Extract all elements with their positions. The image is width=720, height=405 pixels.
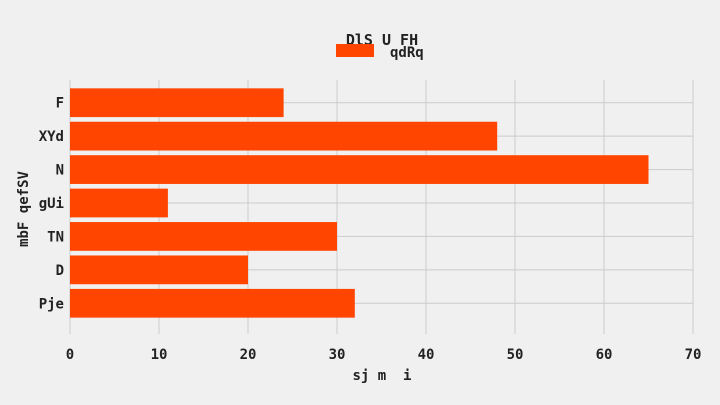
- bars: [70, 88, 649, 318]
- x-tick-label: 40: [418, 347, 435, 363]
- legend: qdRq: [336, 44, 424, 61]
- legend-swatch: [336, 44, 374, 57]
- legend-label: qdRq: [390, 45, 424, 61]
- x-tick-label: 70: [685, 347, 702, 363]
- y-tick-label: N: [56, 163, 64, 179]
- x-tick-label: 60: [596, 347, 613, 363]
- y-tick-label: gUi: [39, 196, 64, 212]
- x-tick-label: 10: [151, 347, 168, 363]
- bar-F: [70, 88, 284, 118]
- x-tick-label: 20: [240, 347, 257, 363]
- bar-N: [70, 155, 649, 184]
- bar-Pje: [70, 288, 355, 318]
- y-tick-label: F: [56, 96, 64, 112]
- y-axis-label: mbF qefSV: [16, 171, 32, 247]
- bar-D: [70, 255, 248, 285]
- x-axis-label: sj m i: [352, 368, 411, 384]
- y-tick-label: XYd: [39, 129, 64, 145]
- y-tick-label: TN: [47, 229, 64, 245]
- x-tick-label: 30: [329, 347, 346, 363]
- bar-TN: [70, 222, 337, 251]
- y-tick-label: D: [56, 263, 64, 279]
- x-tick-label: 50: [507, 347, 524, 363]
- bar-gUi: [70, 188, 168, 218]
- x-tick-label: 0: [66, 347, 74, 363]
- bar-XYd: [70, 121, 498, 151]
- y-tick-label: Pje: [39, 296, 64, 312]
- x-tick-labels: 0 10 20 30 40 50 60 70: [66, 347, 702, 363]
